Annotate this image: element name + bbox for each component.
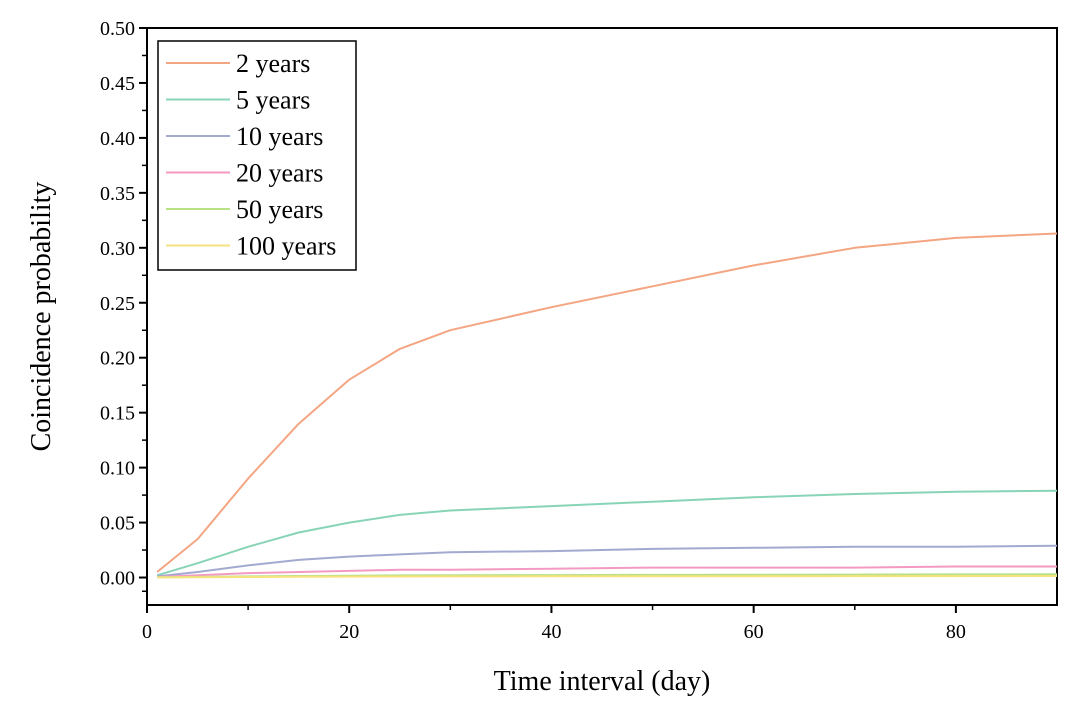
series-line-1	[156, 232, 1058, 573]
y-tick-label: 0.00	[100, 568, 135, 590]
y-tick-label: 0.20	[100, 348, 135, 370]
x-tick-label: 60	[744, 621, 764, 643]
plot-frame	[146, 27, 1058, 606]
legend-label: 2 years	[236, 49, 310, 78]
legend: 2 years 5 years 10 years 20 years 50 years 10…	[157, 40, 357, 271]
y-tick-label: 0.30	[100, 238, 135, 260]
axes: 0 20 40 60 80 0.00 0.05 0.10 0.15 0.20 0.25 0.30 0.3…	[100, 18, 966, 643]
x-tick-label: 40	[541, 621, 561, 643]
y-tick-label: 0.05	[100, 513, 135, 535]
series-line-4	[157, 565, 1057, 578]
x-axis-title: Time interval (day)	[494, 666, 711, 697]
y-tick-label: 0.45	[100, 73, 135, 95]
y-tick-label: 0.35	[100, 183, 135, 205]
series-line-3	[156, 544, 1058, 578]
series-lines	[156, 232, 1058, 579]
legend-label: 100 years	[236, 232, 336, 261]
y-axis-title: Coincidence probability	[26, 182, 57, 452]
legend-label: 20 years	[236, 159, 323, 188]
y-tick-label: 0.40	[100, 128, 135, 150]
y-tick-label: 0.15	[100, 403, 135, 425]
legend-box	[157, 40, 357, 271]
y-tick-label: 0.50	[100, 18, 135, 40]
legend-label: 50 years	[236, 195, 323, 224]
y-tick-label: 0.25	[100, 293, 135, 315]
x-tick-label: 80	[946, 621, 966, 643]
plot-area	[146, 27, 1058, 606]
series-line-6	[157, 575, 1058, 579]
legend-label: 5 years	[236, 86, 310, 115]
x-tick-label: 20	[339, 621, 359, 643]
y-tick-label: 0.10	[100, 458, 135, 480]
legend-label: 10 years	[236, 122, 323, 151]
series-line-2	[156, 489, 1058, 577]
x-tick-label: 0	[142, 621, 152, 643]
